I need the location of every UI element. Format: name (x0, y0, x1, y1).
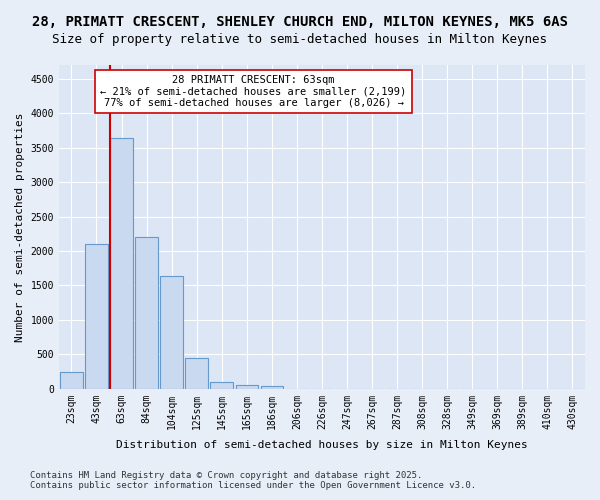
Bar (160, 276, 183, 389)
Bar (136, 237, 158, 389)
Bar (185, 358, 208, 389)
Bar (60, 372, 83, 389)
X-axis label: Distribution of semi-detached houses by size in Milton Keynes: Distribution of semi-detached houses by … (116, 440, 528, 450)
Bar (110, 138, 133, 389)
Bar (260, 386, 283, 389)
Text: Size of property relative to semi-detached houses in Milton Keynes: Size of property relative to semi-detach… (53, 32, 548, 46)
Text: 28 PRIMATT CRESCENT: 63sqm
← 21% of semi-detached houses are smaller (2,199)
77%: 28 PRIMATT CRESCENT: 63sqm ← 21% of semi… (100, 74, 407, 108)
Bar (85, 244, 108, 389)
Bar (236, 384, 258, 389)
Text: Contains HM Land Registry data © Crown copyright and database right 2025.
Contai: Contains HM Land Registry data © Crown c… (30, 470, 476, 490)
Text: 28, PRIMATT CRESCENT, SHENLEY CHURCH END, MILTON KEYNES, MK5 6AS: 28, PRIMATT CRESCENT, SHENLEY CHURCH END… (32, 15, 568, 29)
Bar (211, 382, 233, 389)
Y-axis label: Number of semi-detached properties: Number of semi-detached properties (15, 112, 25, 342)
